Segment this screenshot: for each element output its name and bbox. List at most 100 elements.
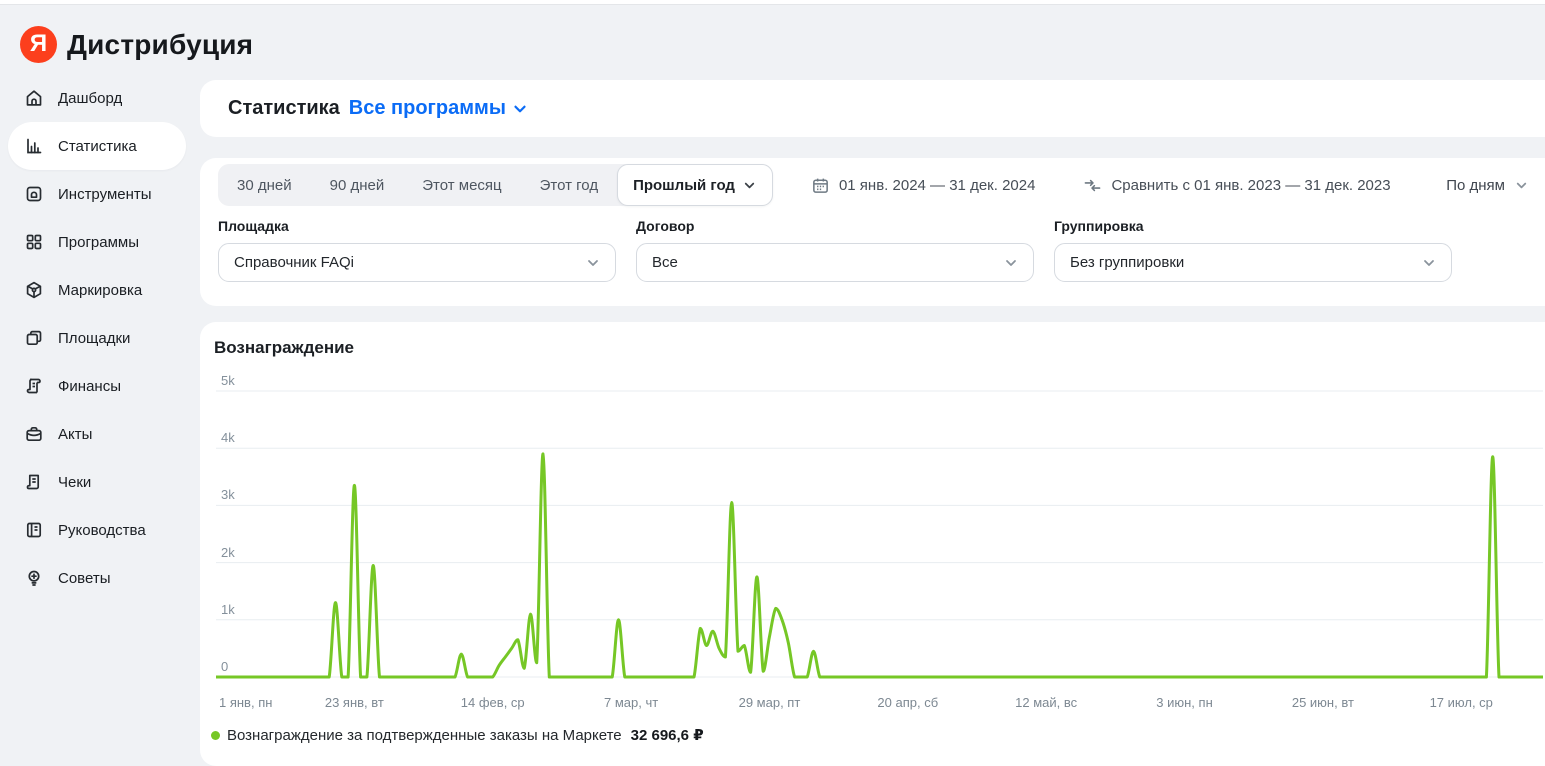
lightbulb-icon bbox=[24, 568, 44, 588]
sidebar-item-label: Советы bbox=[58, 570, 110, 587]
scroll-icon bbox=[24, 376, 44, 396]
sidebar-item-label: Маркировка bbox=[58, 282, 142, 299]
x-axis-tick: 1 янв, пн bbox=[219, 695, 272, 710]
period-selected-label: Прошлый год bbox=[633, 177, 735, 194]
x-axis-tick: 23 янв, вт bbox=[325, 695, 384, 710]
compare-period-value: Сравнить с 01 янв. 2023 — 31 дек. 2023 bbox=[1111, 177, 1390, 194]
chevron-down-icon bbox=[1003, 255, 1019, 271]
legend-label: Вознаграждение за подтвержденные заказы … bbox=[227, 727, 622, 744]
x-axis-tick: 25 июн, вт bbox=[1292, 695, 1354, 710]
program-filter-dropdown[interactable]: Все программы bbox=[349, 97, 529, 120]
sidebar: Дашборд Статистика Инструменты Программы… bbox=[0, 74, 200, 602]
y-axis-tick: 4k bbox=[221, 430, 235, 445]
select-filters-row: Площадка Справочник FAQi Договор Все Гру… bbox=[218, 218, 1452, 282]
page-header-card: Статистика Все программы bbox=[200, 80, 1545, 137]
x-axis-tick: 14 фев, ср bbox=[461, 695, 525, 710]
briefcase-icon bbox=[24, 424, 44, 444]
x-axis-tick: 20 апр, сб bbox=[877, 695, 938, 710]
grouping-filter-label: Группировка bbox=[1054, 218, 1452, 234]
period-tab-last-year-selected[interactable]: Прошлый год bbox=[617, 164, 773, 206]
legend-total-value: 32 696,6 ₽ bbox=[631, 726, 704, 744]
sidebar-item-programs[interactable]: Программы bbox=[0, 218, 200, 266]
contract-filter-label: Договор bbox=[636, 218, 1034, 234]
y-axis-tick: 5k bbox=[221, 373, 235, 388]
window-top-edge bbox=[0, 0, 1545, 5]
sidebar-item-label: Инструменты bbox=[58, 186, 152, 203]
granularity-dropdown[interactable]: По дням bbox=[1446, 177, 1529, 194]
y-axis-tick: 1k bbox=[221, 602, 235, 617]
app-brand: Я Дистрибуция bbox=[20, 26, 253, 63]
stack-icon bbox=[24, 328, 44, 348]
yandex-logo[interactable]: Я bbox=[20, 26, 57, 63]
chevron-down-icon bbox=[1514, 178, 1529, 193]
grouping-select-value: Без группировки bbox=[1070, 254, 1184, 271]
receipt-icon bbox=[24, 472, 44, 492]
x-axis-tick: 7 мар, чт bbox=[604, 695, 658, 710]
series-dot bbox=[211, 731, 220, 740]
x-axis-tick: 29 мар, пт bbox=[739, 695, 801, 710]
x-axis-tick: 12 май, вс bbox=[1015, 695, 1077, 710]
sidebar-item-label: Статистика bbox=[58, 138, 137, 155]
period-tab-this-year[interactable]: Этот год bbox=[521, 177, 617, 194]
grid-icon bbox=[24, 232, 44, 252]
chevron-down-icon bbox=[1421, 255, 1437, 271]
sidebar-item-dashboard[interactable]: Дашборд bbox=[0, 74, 200, 122]
platform-filter-label: Площадка bbox=[218, 218, 616, 234]
sidebar-item-finance[interactable]: Финансы bbox=[0, 362, 200, 410]
sidebar-item-label: Чеки bbox=[58, 474, 91, 491]
tools-icon bbox=[24, 184, 44, 204]
period-tab-90-days[interactable]: 90 дней bbox=[311, 177, 404, 194]
contract-select[interactable]: Все bbox=[636, 243, 1034, 282]
sidebar-item-acts[interactable]: Акты bbox=[0, 410, 200, 458]
x-axis-tick: 3 июн, пн bbox=[1156, 695, 1212, 710]
period-segmented-control: 30 дней 90 дней Этот месяц Этот год Прош… bbox=[218, 164, 773, 206]
y-axis-tick: 0 bbox=[221, 659, 228, 674]
y-axis-tick: 3k bbox=[221, 487, 235, 502]
grouping-select[interactable]: Без группировки bbox=[1054, 243, 1452, 282]
chevron-down-icon bbox=[585, 255, 601, 271]
x-axis-tick: 17 июл, ср bbox=[1430, 695, 1493, 710]
chevron-down-icon bbox=[511, 100, 529, 118]
sidebar-item-receipts[interactable]: Чеки bbox=[0, 458, 200, 506]
filters-card: 30 дней 90 дней Этот месяц Этот год Прош… bbox=[200, 158, 1545, 306]
book-icon bbox=[24, 520, 44, 540]
period-tab-this-month[interactable]: Этот месяц bbox=[403, 177, 520, 194]
sidebar-item-label: Программы bbox=[58, 234, 139, 251]
platform-select-value: Справочник FAQi bbox=[234, 254, 354, 271]
x-axis: 1 янв, пн 23 янв, вт 14 фев, ср 7 мар, ч… bbox=[216, 695, 1543, 713]
legend-item-reward[interactable]: Вознаграждение за подтвержденные заказы … bbox=[211, 726, 704, 744]
contract-select-value: Все bbox=[652, 254, 678, 271]
sidebar-item-statistics[interactable]: Статистика bbox=[8, 122, 186, 170]
calendar-icon bbox=[811, 176, 830, 195]
app-title: Дистрибуция bbox=[67, 29, 253, 61]
sidebar-item-label: Площадки bbox=[58, 330, 130, 347]
chevron-down-icon bbox=[742, 178, 757, 193]
platform-select[interactable]: Справочник FAQi bbox=[218, 243, 616, 282]
platform-filter-group: Площадка Справочник FAQi bbox=[218, 218, 616, 282]
sidebar-item-label: Финансы bbox=[58, 378, 121, 395]
sidebar-item-guides[interactable]: Руководства bbox=[0, 506, 200, 554]
period-filter-row: 30 дней 90 дней Этот месяц Этот год Прош… bbox=[218, 164, 1529, 206]
sidebar-item-platforms[interactable]: Площадки bbox=[0, 314, 200, 362]
sidebar-item-tips[interactable]: Советы bbox=[0, 554, 200, 602]
y-axis-tick: 2k bbox=[221, 545, 235, 560]
sidebar-item-label: Дашборд bbox=[58, 90, 122, 107]
package-icon bbox=[24, 280, 44, 300]
grouping-filter-group: Группировка Без группировки bbox=[1054, 218, 1452, 282]
period-tab-30-days[interactable]: 30 дней bbox=[218, 177, 311, 194]
reward-chart-card: Вознаграждение 5k 4k 3k 2k 1k 0 1 янв, п… bbox=[200, 322, 1545, 766]
home-icon bbox=[24, 88, 44, 108]
page-title: Статистика bbox=[228, 97, 340, 120]
chart-title: Вознаграждение bbox=[214, 338, 354, 358]
program-filter-value: Все программы bbox=[349, 97, 506, 120]
sidebar-item-label: Руководства bbox=[58, 522, 146, 539]
compare-arrows-icon bbox=[1083, 176, 1102, 195]
sidebar-item-tools[interactable]: Инструменты bbox=[0, 170, 200, 218]
bar-chart-icon bbox=[24, 136, 44, 156]
granularity-value: По дням bbox=[1446, 177, 1505, 194]
sidebar-item-marking[interactable]: Маркировка bbox=[0, 266, 200, 314]
reward-line-chart: 5k 4k 3k 2k 1k 0 1 янв, пн 23 янв, вт 14… bbox=[216, 378, 1543, 714]
date-range-control[interactable]: 01 янв. 2024 — 31 дек. 2024 bbox=[811, 176, 1035, 195]
compare-period-control[interactable]: Сравнить с 01 янв. 2023 — 31 дек. 2023 bbox=[1083, 176, 1390, 195]
sidebar-item-label: Акты bbox=[58, 426, 92, 443]
